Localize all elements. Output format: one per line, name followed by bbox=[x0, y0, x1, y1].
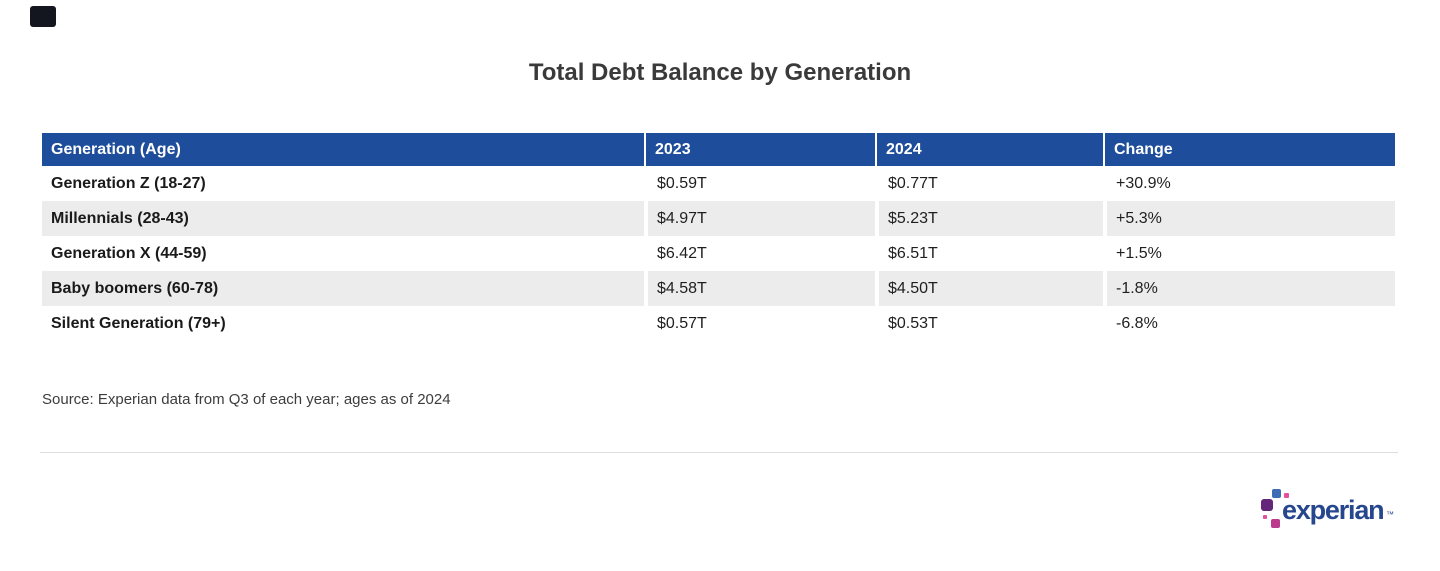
table-row: Baby boomers (60-78) $4.58T $4.50T -1.8% bbox=[42, 271, 1395, 306]
cell-2024: $6.51T bbox=[875, 236, 1103, 271]
cell-generation: Silent Generation (79+) bbox=[42, 306, 644, 341]
column-header-2024: 2024 bbox=[875, 133, 1103, 166]
source-note: Source: Experian data from Q3 of each ye… bbox=[42, 391, 451, 408]
logo-dot-pink-icon bbox=[1263, 515, 1267, 519]
trademark-symbol: ™ bbox=[1386, 510, 1394, 519]
cell-generation: Generation X (44-59) bbox=[42, 236, 644, 271]
top-left-mark bbox=[30, 6, 56, 27]
cell-2023: $4.58T bbox=[644, 271, 875, 306]
logo-square-pink-small-icon bbox=[1283, 493, 1289, 498]
divider bbox=[40, 452, 1398, 453]
experian-wordmark: experian bbox=[1282, 495, 1385, 525]
table-row: Millennials (28-43) $4.97T $5.23T +5.3% bbox=[42, 201, 1395, 236]
page-title: Total Debt Balance by Generation bbox=[528, 59, 912, 86]
cell-generation: Generation Z (18-27) bbox=[42, 166, 644, 201]
cell-generation: Baby boomers (60-78) bbox=[42, 271, 644, 306]
logo-square-purple-icon bbox=[1261, 499, 1273, 511]
table-row: Silent Generation (79+) $0.57T $0.53T -6… bbox=[42, 306, 1395, 341]
header-row: Generation (Age) 2023 2024 Change bbox=[42, 133, 1395, 166]
cell-change: -1.8% bbox=[1103, 271, 1395, 306]
column-header-change: Change bbox=[1103, 133, 1395, 166]
cell-2023: $4.97T bbox=[644, 201, 875, 236]
cell-2024: $0.53T bbox=[875, 306, 1103, 341]
cell-2024: $0.77T bbox=[875, 166, 1103, 201]
cell-2023: $0.59T bbox=[644, 166, 875, 201]
debt-table: Generation (Age) 2023 2024 Change Genera… bbox=[42, 133, 1395, 341]
column-header-generation: Generation (Age) bbox=[42, 133, 644, 166]
cell-2023: $0.57T bbox=[644, 306, 875, 341]
cell-change: -6.8% bbox=[1103, 306, 1395, 341]
cell-2023: $6.42T bbox=[644, 236, 875, 271]
table-row: Generation Z (18-27) $0.59T $0.77T +30.9… bbox=[42, 166, 1395, 201]
column-header-2023: 2023 bbox=[644, 133, 875, 166]
cell-change: +1.5% bbox=[1103, 236, 1395, 271]
cell-2024: $4.50T bbox=[875, 271, 1103, 306]
table-row: Generation X (44-59) $6.42T $6.51T +1.5% bbox=[42, 236, 1395, 271]
logo-square-blue-icon bbox=[1272, 489, 1281, 498]
logo-square-magenta-icon bbox=[1270, 519, 1280, 528]
cell-change: +5.3% bbox=[1103, 201, 1395, 236]
cell-generation: Millennials (28-43) bbox=[42, 201, 644, 236]
experian-logo: experian ™ bbox=[1256, 483, 1401, 538]
cell-change: +30.9% bbox=[1103, 166, 1395, 201]
cell-2024: $5.23T bbox=[875, 201, 1103, 236]
